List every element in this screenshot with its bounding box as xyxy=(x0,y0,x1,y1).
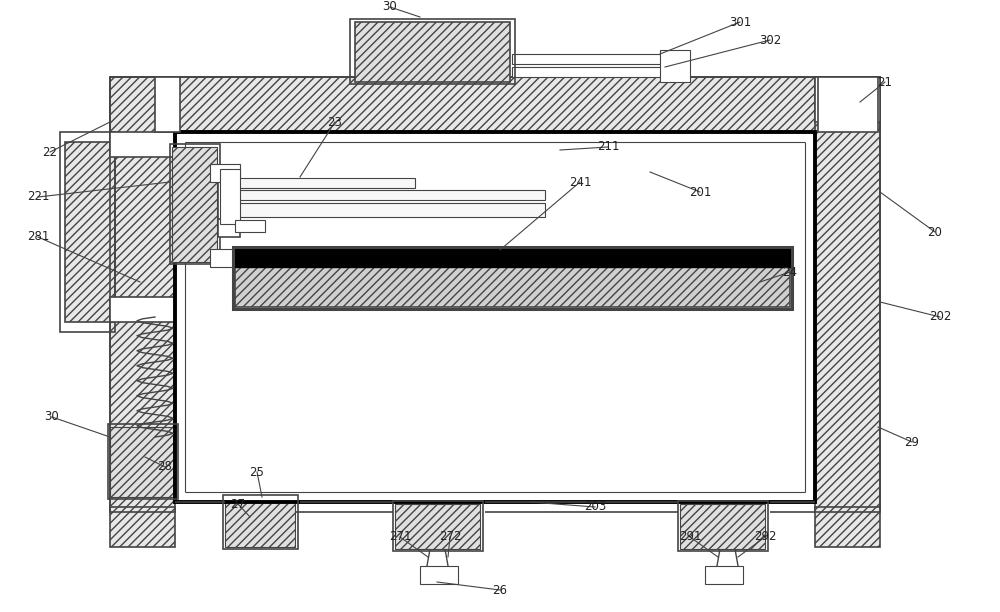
Bar xyxy=(172,147,217,262)
Text: 23: 23 xyxy=(328,116,342,129)
Bar xyxy=(218,172,240,222)
Bar xyxy=(220,169,240,224)
Bar xyxy=(815,77,880,122)
Bar xyxy=(170,144,220,264)
Bar xyxy=(218,219,240,237)
Text: 28: 28 xyxy=(158,460,172,474)
Text: 27: 27 xyxy=(230,498,246,510)
Bar xyxy=(225,497,295,547)
Bar xyxy=(680,504,765,549)
Bar xyxy=(110,77,880,132)
Text: 302: 302 xyxy=(759,34,781,47)
Text: 291: 291 xyxy=(679,531,701,543)
Text: 202: 202 xyxy=(929,310,951,324)
Bar xyxy=(512,67,667,77)
Bar xyxy=(155,77,180,132)
Bar xyxy=(110,132,175,157)
Text: 30: 30 xyxy=(383,1,397,13)
Bar xyxy=(235,190,545,200)
Bar xyxy=(820,83,875,115)
Bar xyxy=(235,249,790,267)
Bar xyxy=(110,297,175,322)
Text: 281: 281 xyxy=(27,231,49,244)
Bar xyxy=(175,132,815,502)
Bar xyxy=(110,427,175,497)
Bar xyxy=(815,507,880,547)
Text: 29: 29 xyxy=(904,436,920,449)
Text: 221: 221 xyxy=(27,190,49,204)
Bar xyxy=(108,424,178,499)
Bar xyxy=(210,249,240,267)
Text: 272: 272 xyxy=(439,531,461,543)
Bar xyxy=(678,501,768,551)
Text: 26: 26 xyxy=(492,583,508,597)
Text: 25: 25 xyxy=(250,466,264,479)
Bar xyxy=(235,220,265,232)
Bar xyxy=(660,50,690,82)
Bar xyxy=(210,164,240,182)
Bar xyxy=(512,54,667,64)
Bar xyxy=(395,504,480,549)
Bar xyxy=(420,566,458,584)
Bar xyxy=(393,501,483,551)
Bar xyxy=(233,247,792,309)
Bar xyxy=(110,77,175,512)
Bar xyxy=(235,265,790,307)
Text: 20: 20 xyxy=(928,225,942,239)
Bar xyxy=(818,77,878,132)
Bar xyxy=(350,19,515,84)
Text: 201: 201 xyxy=(689,185,711,198)
Text: 203: 203 xyxy=(584,501,606,513)
Bar xyxy=(65,142,115,322)
Bar xyxy=(355,22,510,82)
Bar xyxy=(60,132,115,332)
Bar xyxy=(235,203,545,217)
Bar xyxy=(235,178,415,188)
Bar xyxy=(705,566,743,584)
Text: 21: 21 xyxy=(878,75,893,89)
Text: 22: 22 xyxy=(42,146,58,159)
Text: 211: 211 xyxy=(597,141,619,154)
Text: 292: 292 xyxy=(754,531,776,543)
Text: 30: 30 xyxy=(45,411,59,424)
Bar xyxy=(223,495,298,549)
Text: 271: 271 xyxy=(389,531,411,543)
Bar xyxy=(815,77,880,512)
Text: 24: 24 xyxy=(782,266,798,278)
Bar xyxy=(110,507,175,547)
Text: 301: 301 xyxy=(729,15,751,29)
Text: 241: 241 xyxy=(569,176,591,188)
